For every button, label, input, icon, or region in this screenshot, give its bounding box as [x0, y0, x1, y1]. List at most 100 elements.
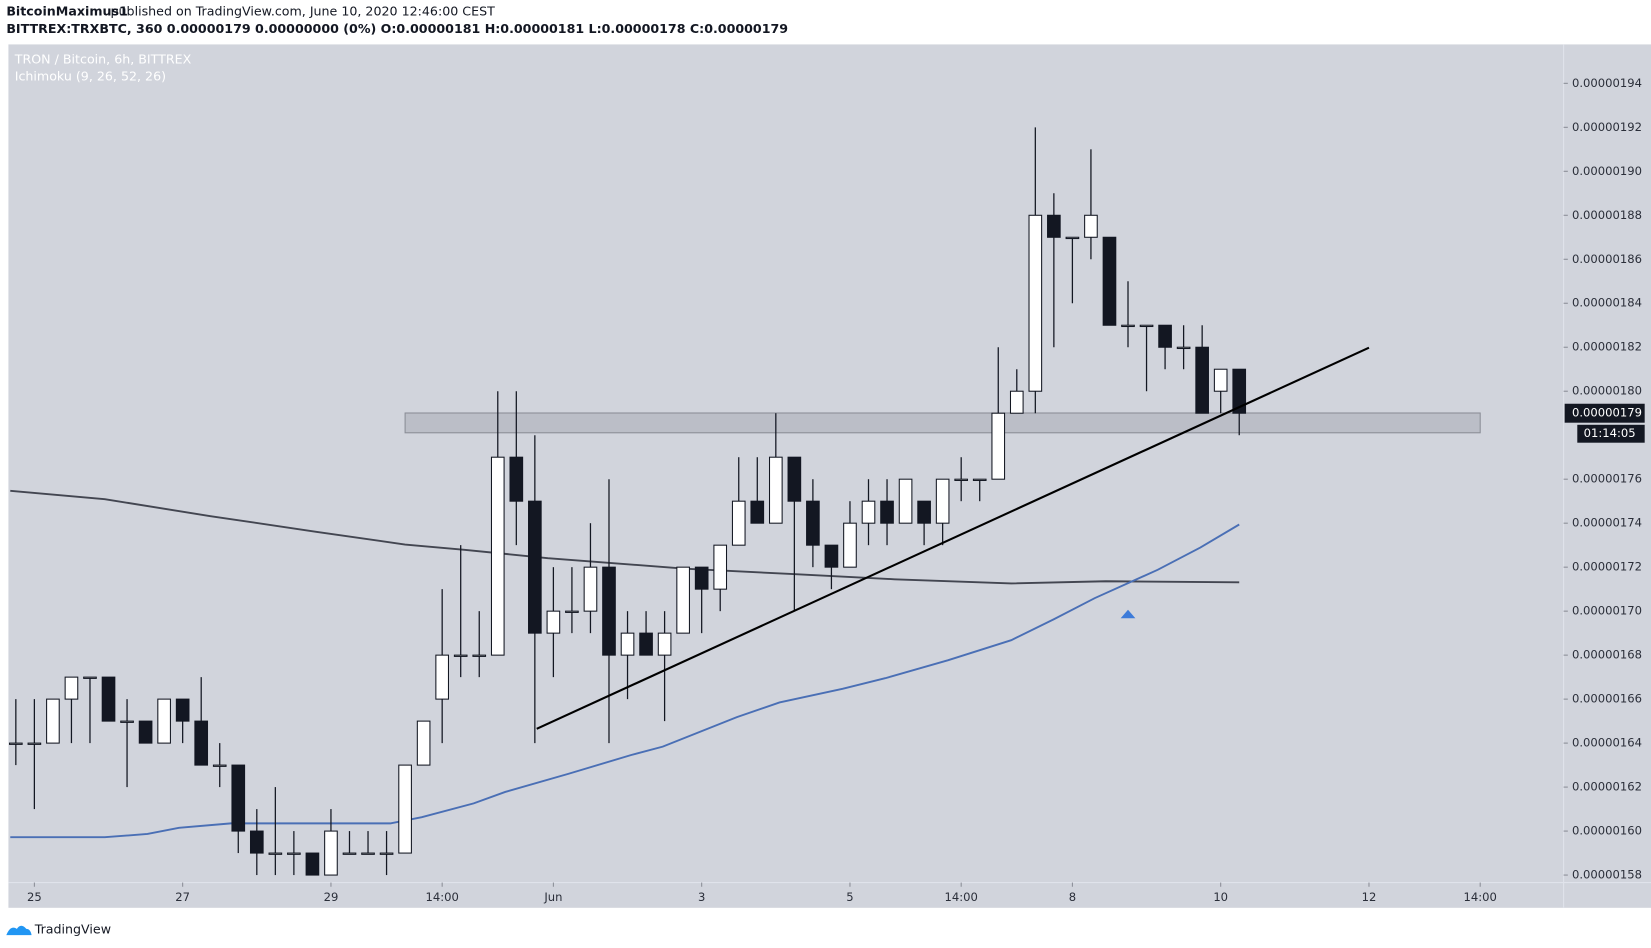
candle-body — [972, 478, 987, 481]
support-zone — [404, 412, 1481, 434]
y-tick-label: 0.00000194 — [1572, 76, 1642, 90]
candle-body — [1232, 368, 1247, 414]
candle-body — [806, 500, 820, 546]
y-tick-label: 0.00000164 — [1572, 736, 1642, 750]
candle-body — [1065, 236, 1080, 240]
published: published on TradingView.com, June 10, 2… — [111, 3, 496, 18]
candle-body — [935, 478, 950, 524]
candle-body — [583, 566, 598, 612]
candle-body — [120, 720, 134, 723]
candle-body — [676, 566, 690, 634]
chart-title: TRON / Bitcoin, 6h, BITTREX — [14, 52, 192, 67]
candle-body — [83, 676, 97, 679]
candle-body — [416, 720, 431, 766]
y-tick-label: 0.00000186 — [1572, 252, 1642, 266]
y-tick-label: 0.00000158 — [1572, 868, 1642, 882]
candle-body — [528, 500, 542, 634]
x-tick-label: 14:00 — [1464, 890, 1497, 904]
author: BitcoinMaximus1 — [6, 3, 127, 18]
candle-body — [509, 456, 524, 502]
candle-body — [64, 676, 79, 700]
trendline — [536, 346, 1370, 730]
candle-body — [1084, 214, 1098, 238]
countdown: 01:14:05 — [1584, 426, 1636, 440]
y-tick-label: 0.00000182 — [1572, 340, 1642, 354]
candle-body — [342, 852, 357, 855]
y-tick-label: 0.00000188 — [1572, 208, 1642, 222]
candle-body — [231, 764, 246, 832]
candle-body — [1047, 214, 1061, 238]
x-tick-label: 12 — [1362, 890, 1377, 904]
x-tick-label: 3 — [698, 890, 705, 904]
x-tick-label: 14:00 — [425, 890, 458, 904]
x-tick-label: 29 — [324, 890, 339, 904]
candle-body — [157, 698, 171, 744]
y-tick-label: 0.00000192 — [1572, 120, 1642, 134]
y-tick-label: 0.00000162 — [1572, 780, 1642, 794]
candle-body — [101, 676, 116, 722]
y-tick-label: 0.00000168 — [1572, 648, 1642, 662]
candle-body — [324, 830, 338, 876]
candle-body — [361, 852, 375, 855]
x-tick-label: 8 — [1069, 890, 1076, 904]
x-tick-label: Jun — [543, 890, 562, 904]
candle-body — [1028, 214, 1043, 392]
candle-body — [824, 544, 839, 568]
candle-body — [843, 522, 857, 568]
candle-body — [880, 500, 894, 524]
y-tick-label: 0.00000174 — [1572, 516, 1642, 530]
last-price-box — [1564, 403, 1645, 423]
candle-body — [435, 654, 449, 700]
candle-body — [861, 500, 876, 524]
candle-body — [27, 742, 42, 745]
x-tick-label: 14:00 — [944, 890, 977, 904]
candle-body — [657, 632, 672, 656]
candle-body — [398, 764, 412, 854]
y-tick-label: 0.00000160 — [1572, 824, 1642, 838]
candle-body — [731, 500, 746, 546]
candle-body — [954, 478, 969, 481]
footer: TradingView — [34, 921, 111, 936]
candle-body — [1121, 324, 1135, 328]
candle-body — [268, 852, 283, 855]
symbol-line: BITTREX:TRXBTC, 360 0.00000179 0.0000000… — [6, 21, 788, 36]
candle-body — [620, 632, 635, 656]
candle-body — [138, 720, 153, 744]
candle-body — [750, 500, 765, 524]
candle-body — [565, 610, 579, 613]
candle-body — [1158, 324, 1172, 348]
y-tick-label: 0.00000176 — [1572, 472, 1642, 486]
candle-body — [175, 698, 190, 722]
y-tick-label: 0.00000180 — [1572, 384, 1642, 398]
candle-body — [1102, 236, 1117, 326]
y-tick-label: 0.00000166 — [1572, 692, 1642, 706]
candle-body — [212, 764, 227, 767]
last-price-label: 0.00000179 — [1572, 406, 1642, 420]
candle-body — [379, 852, 394, 855]
x-tick-label: 10 — [1213, 890, 1228, 904]
candle-body — [249, 830, 264, 854]
candle-body — [490, 456, 505, 656]
indicator-line — [10, 523, 1240, 839]
candle-body — [713, 544, 728, 590]
y-tick-label: 0.00000184 — [1572, 296, 1642, 310]
y-tick-label: 0.00000170 — [1572, 604, 1642, 618]
candle-body — [787, 456, 802, 502]
candle-body — [287, 852, 301, 855]
candle-body — [453, 654, 468, 657]
tradingview-logo — [6, 925, 32, 936]
candle-body — [1195, 346, 1209, 414]
candle-body — [305, 852, 320, 876]
candle-body — [1213, 368, 1228, 392]
signal-marker — [1120, 609, 1136, 619]
x-tick-label: 25 — [27, 890, 42, 904]
indicator-line — [10, 489, 1240, 585]
x-tick-label: 5 — [846, 890, 853, 904]
candle-body — [639, 632, 653, 656]
indicator-label: Ichimoku (9, 26, 52, 26) — [15, 69, 166, 84]
x-tick-label: 27 — [175, 890, 190, 904]
candle-body — [46, 698, 60, 744]
y-tick-label: 0.00000172 — [1572, 560, 1642, 574]
candle-body — [9, 742, 23, 745]
